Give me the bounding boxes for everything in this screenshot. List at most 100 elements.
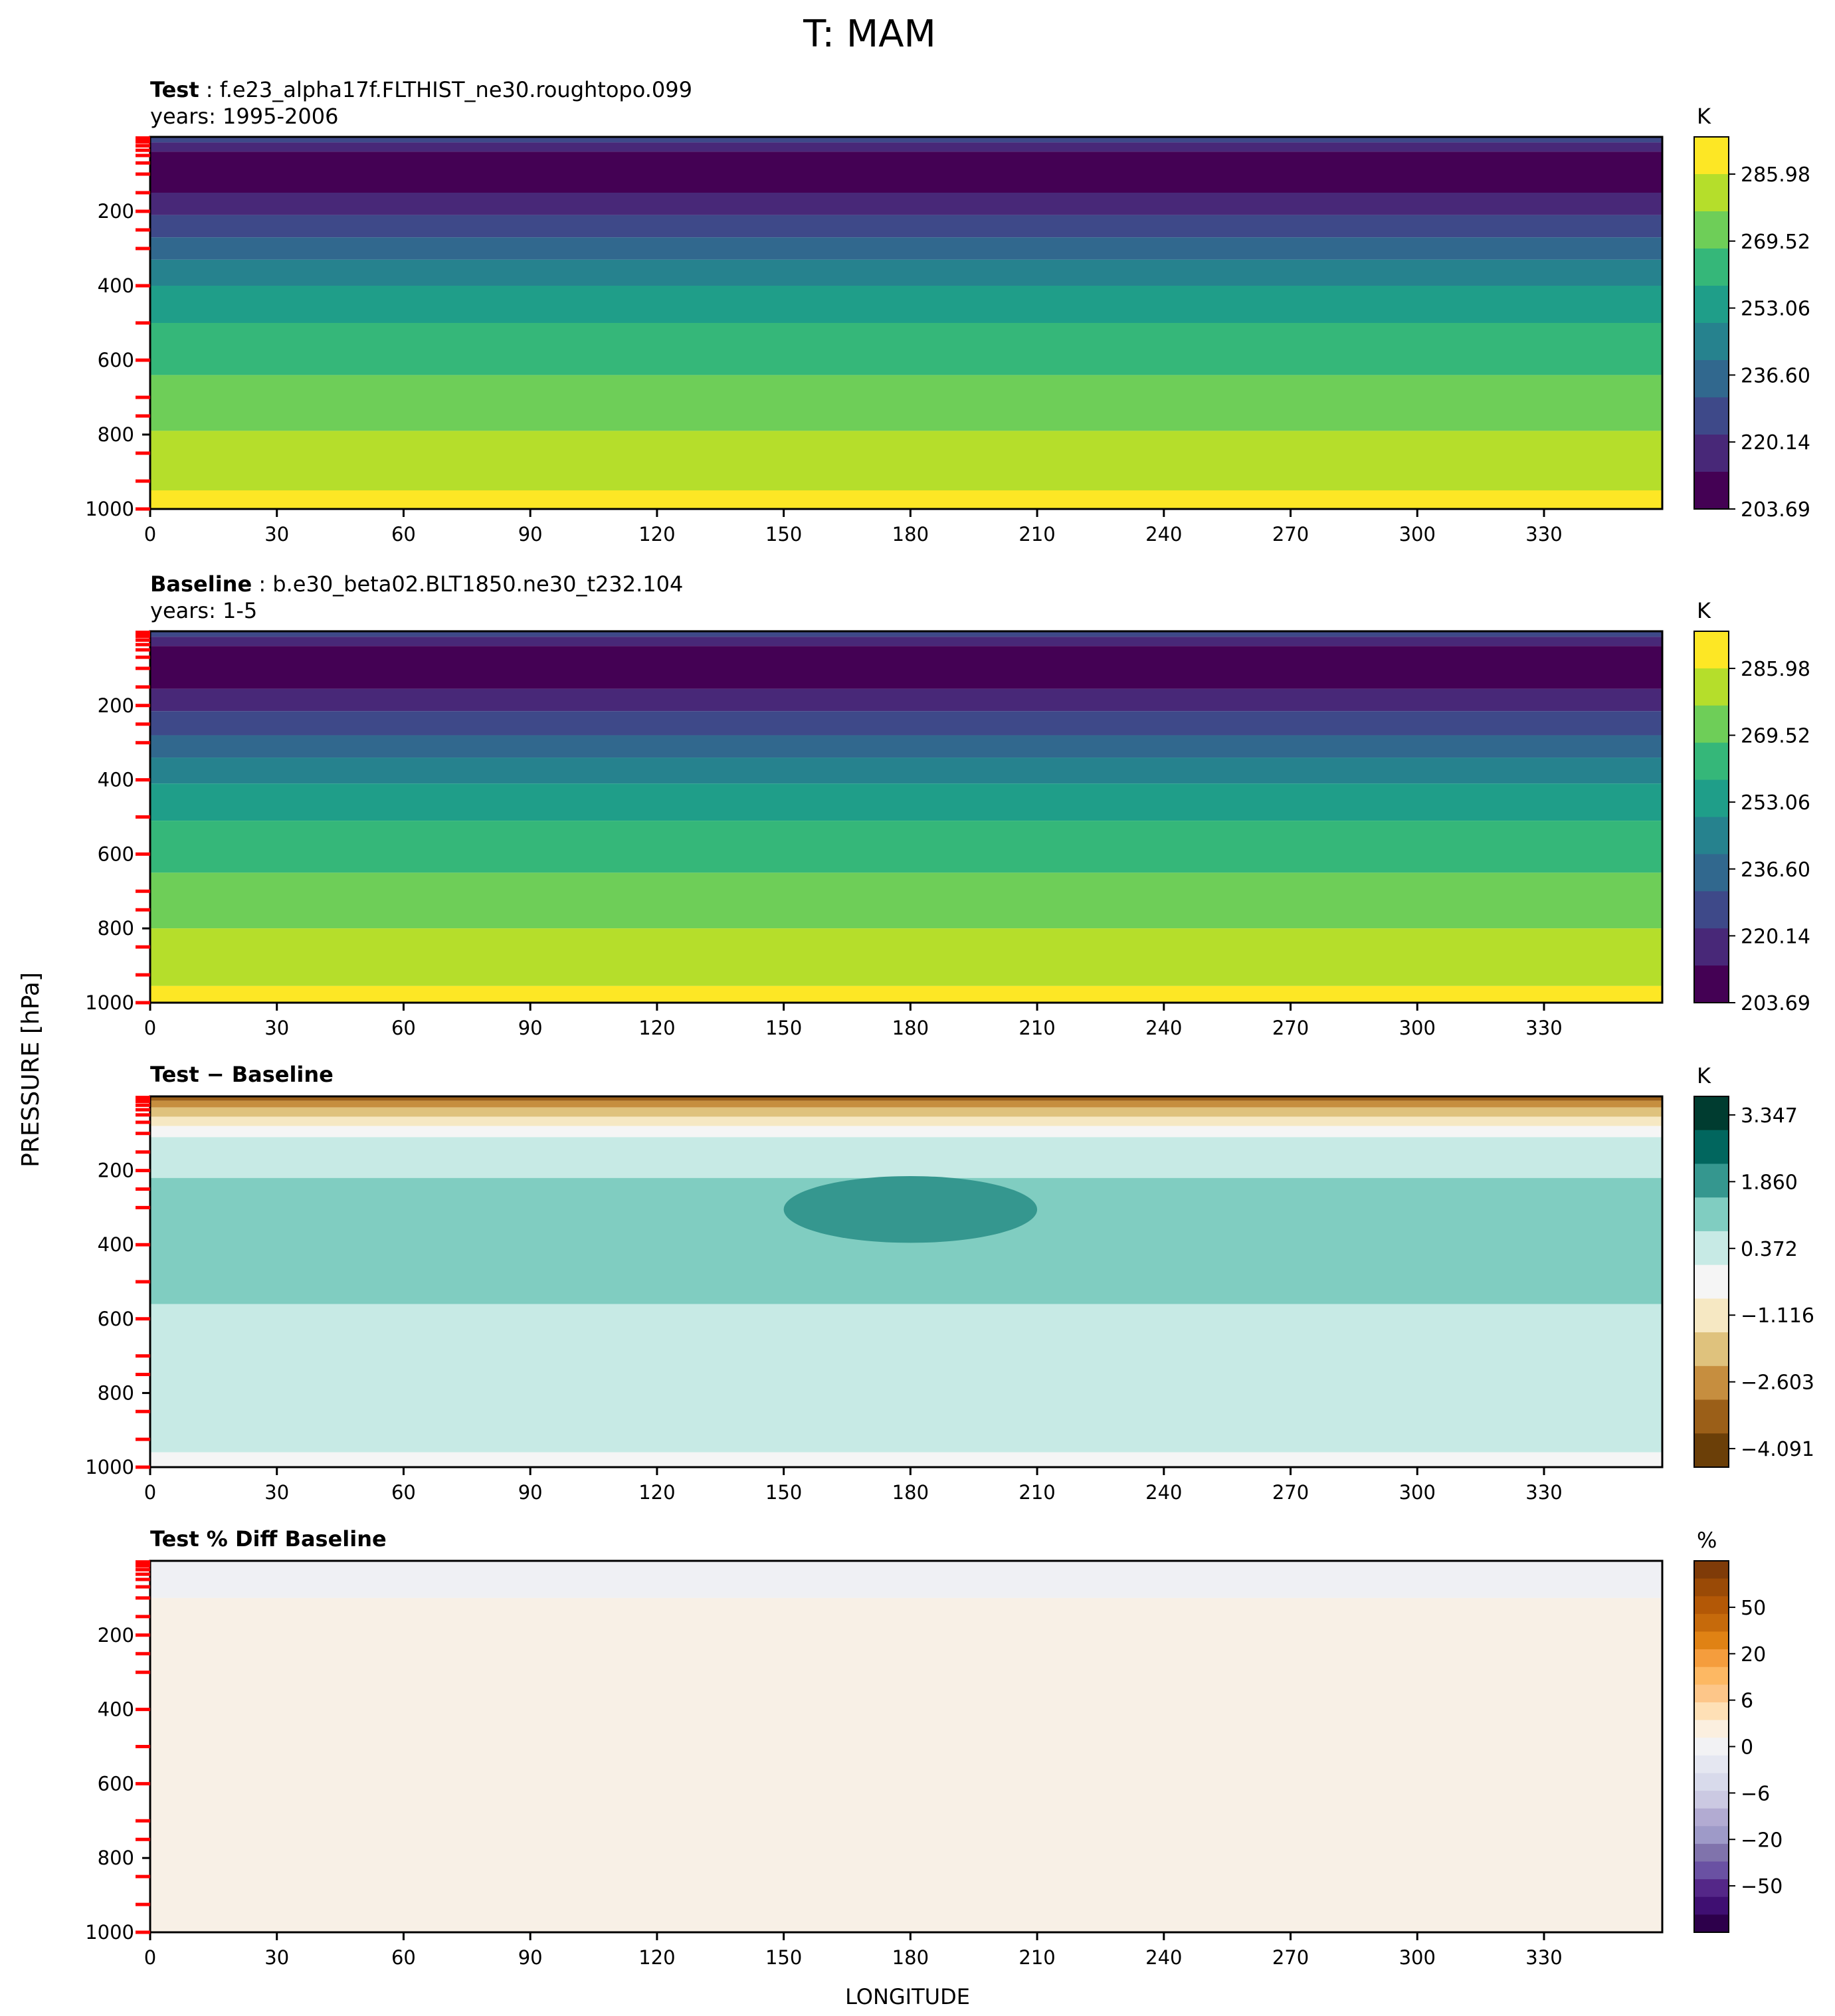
colorbar-tick-label: −4.091 [1741,1438,1814,1461]
x-tick-label: 150 [765,1946,802,1969]
contour-band-9 [150,375,1662,431]
x-tick-label: 150 [765,523,802,546]
colorbar-swatch [1694,1264,1729,1299]
x-tick-label: 330 [1525,523,1562,546]
colorbar-swatch [1694,249,1729,286]
colorbar-tick-label: −6 [1741,1782,1770,1805]
colorbar-tick-label: 3.347 [1741,1104,1798,1128]
contour-band-3 [150,193,1662,215]
y-tick-label: 1000 [85,1456,134,1478]
x-tick-label: 60 [391,1017,416,1039]
x-tick-label: 330 [1525,1017,1562,1039]
colorbar-swatch [1694,854,1729,892]
colorbar-swatch [1694,397,1729,435]
colorbar-swatch [1694,742,1729,781]
y-tick-label: 600 [98,843,134,865]
contour-band-8 [150,821,1662,873]
contour-band-5 [150,237,1662,260]
y-tick-label: 800 [98,423,134,446]
y-tick-label: 400 [98,274,134,297]
colorbar-tick-label: 285.98 [1741,658,1810,681]
x-tick-label: 30 [264,1017,289,1039]
x-tick-label: 240 [1145,1946,1182,1969]
x-tick-label: 180 [892,1946,929,1969]
x-tick-label: 120 [638,1946,675,1969]
contour-band-6 [150,259,1662,286]
x-tick-label: 210 [1018,1481,1055,1504]
x-tick-label: 270 [1272,1017,1309,1039]
contour-band-1 [150,142,1662,152]
colorbar-swatch [1694,1365,1729,1401]
colorbar-tick-label: 50 [1741,1597,1766,1620]
colorbar-swatch [1694,1861,1729,1880]
x-tick-label: 150 [765,1481,802,1504]
colorbar-tick-label: 0.372 [1741,1238,1798,1261]
contour-band-8 [150,1452,1662,1467]
colorbar-tick-label: 20 [1741,1643,1766,1666]
colorbar-tick-label: 253.06 [1741,298,1810,321]
x-tick-label: 330 [1525,1946,1562,1969]
colorbar-swatch [1694,817,1729,855]
colorbar-swatch [1694,1578,1729,1597]
x-tick-label: 0 [144,523,156,546]
x-tick-label: 30 [264,1481,289,1504]
x-tick-label: 300 [1399,523,1436,546]
contour-band-4 [150,215,1662,238]
colorbar-tick-label: −50 [1741,1875,1783,1898]
colorbar-swatch [1694,1755,1729,1774]
colorbar-tick-label: 203.69 [1741,992,1810,1015]
panel-label-text: : f.e23_alpha17f.FLTHIST_ne30.roughtopo.… [199,77,692,102]
colorbar-swatch [1694,965,1729,1003]
x-tick-label: 180 [892,1481,929,1504]
colorbar-swatch [1694,1197,1729,1232]
panel-heading: Test : f.e23_alpha17f.FLTHIST_ne30.rough… [150,77,692,102]
colorbar-tick-label: 253.06 [1741,791,1810,815]
colorbar-tick-label: 1.860 [1741,1171,1798,1194]
y-tick-label: 800 [98,917,134,940]
colorbar-swatch [1694,1896,1729,1915]
contour-band-5 [150,735,1662,758]
x-tick-label: 0 [144,1946,156,1969]
panel-label-bold: Test % Diff Baseline [150,1526,387,1552]
contour-band-0 [150,137,1662,143]
contour-band-2 [150,151,1662,193]
contour-band-3 [150,688,1662,712]
contour-band-7 [150,783,1662,821]
colorbar-units: K [1697,598,1711,623]
x-tick-label: 90 [518,1017,543,1039]
colorbar-tick-label: −1.116 [1741,1304,1814,1328]
y-tick-label: 1000 [85,991,134,1014]
contour-band-9 [150,872,1662,929]
colorbar-swatch [1694,1843,1729,1863]
colorbar-swatch [1694,1332,1729,1367]
panel-label-bold: Baseline [150,571,252,597]
contour-band-4 [150,1126,1662,1138]
contour-band-2 [150,646,1662,689]
contour-band-3 [150,1116,1662,1126]
colorbar-swatch [1694,705,1729,744]
colorbar-tick-label: 6 [1741,1690,1753,1713]
colorbar-swatch [1694,1791,1729,1809]
x-tick-label: 210 [1018,1946,1055,1969]
x-axis-label: LONGITUDE [845,1984,970,2009]
x-tick-label: 300 [1399,1017,1436,1039]
colorbar-tick-label: −2.603 [1741,1371,1814,1395]
panel-label-text: : b.e30_beta02.BLT1850.ne30_t232.104 [252,571,683,597]
x-tick-label: 30 [264,1946,289,1969]
colorbar-swatch [1694,286,1729,324]
colorbar-tick-label: 236.60 [1741,858,1810,882]
panel-heading: Test − Baseline [150,1062,334,1087]
panel-label-bold: Test − Baseline [150,1062,334,1087]
panel-baseline: Baseline : b.e30_beta02.BLT1850.ne30_t23… [85,571,1810,1039]
x-tick-label: 60 [391,523,416,546]
panel-heading: Test % Diff Baseline [150,1526,387,1552]
panels: Test : f.e23_alpha17f.FLTHIST_ne30.rough… [85,77,1814,1969]
contour-band-0 [150,1096,1662,1101]
panel-years: years: 1-5 [150,598,257,623]
contour-band-8 [150,323,1662,375]
colorbar-swatch [1694,631,1729,669]
colorbar-swatch [1694,1561,1729,1579]
y-tick-label: 200 [98,1159,134,1182]
